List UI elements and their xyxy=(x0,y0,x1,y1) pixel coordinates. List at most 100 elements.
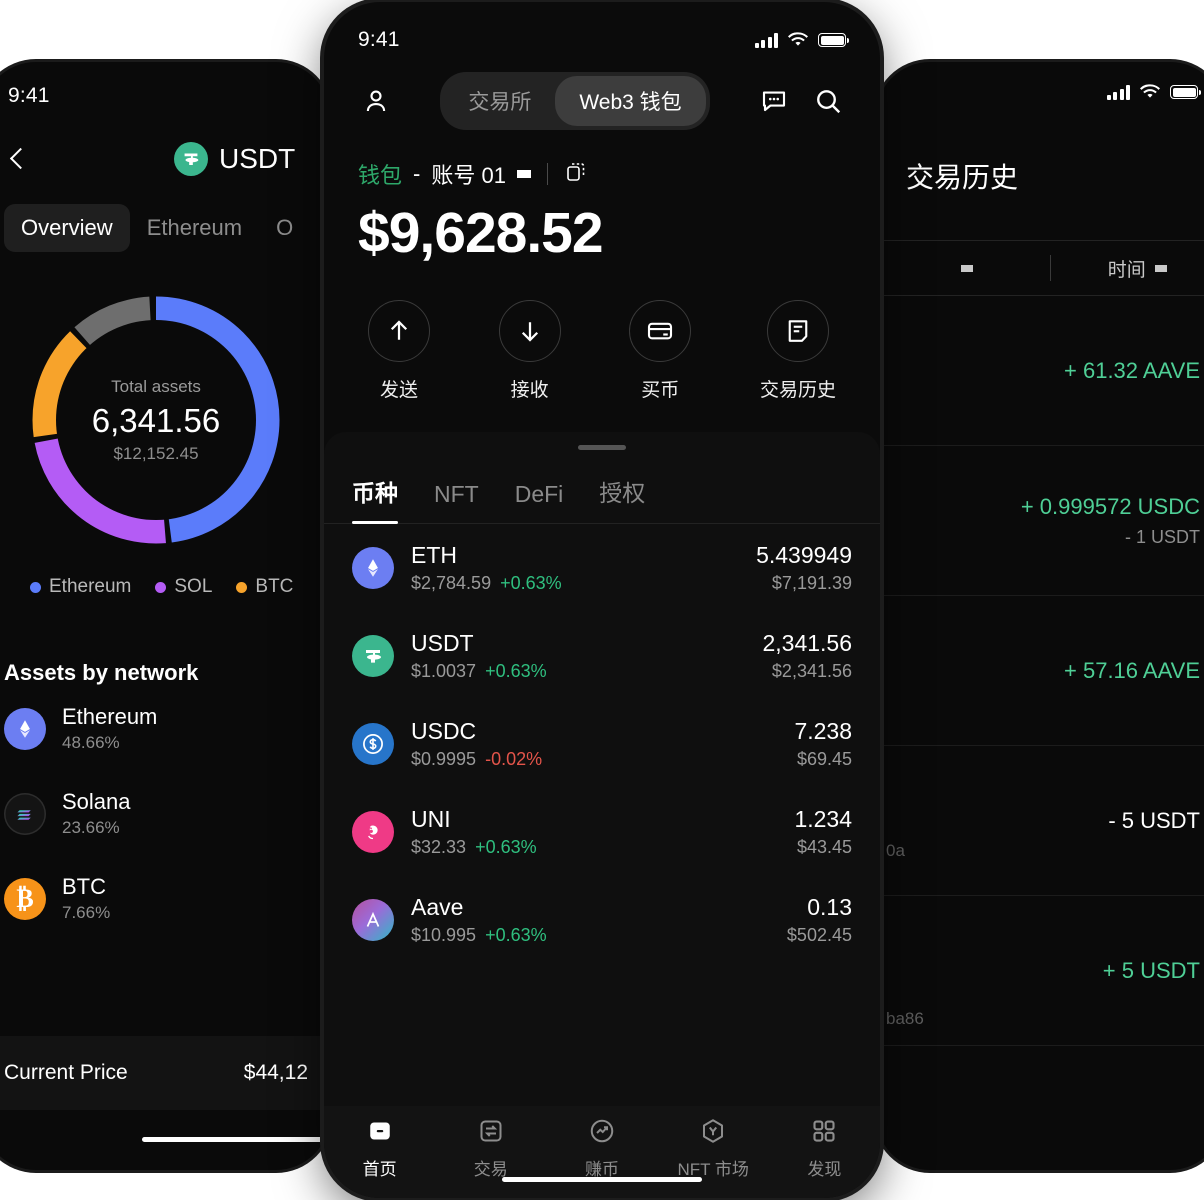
legend-item: SOL xyxy=(155,576,212,598)
tab-nft[interactable]: NFT xyxy=(434,481,479,507)
token-symbol: UNI xyxy=(411,806,451,832)
action-receive[interactable]: 接收 xyxy=(498,300,561,402)
transaction-address: ba86 xyxy=(886,1009,924,1028)
network-list-item[interactable]: ₿ BTC 7.66% xyxy=(0,856,330,941)
assets-donut-chart: Total assets 6,341.56 $12,152.45 xyxy=(26,290,286,550)
legend-swatch xyxy=(155,581,167,593)
divider xyxy=(546,163,548,185)
bottom-nav-bar: 首页 交易 赚币 xyxy=(324,1106,880,1198)
network-name: Solana xyxy=(62,789,131,814)
mode-segmented-control: 交易所 Web3 钱包 xyxy=(440,72,710,130)
network-name: BTC xyxy=(62,874,106,899)
transaction-amount: + 61.32 AAVE xyxy=(1064,357,1200,383)
network-list-item[interactable]: Ethereum 48.66% xyxy=(0,686,330,771)
donut-legend: Ethereum SOL BTC xyxy=(0,576,330,598)
wallet-actions: 发送 接收 xyxy=(324,266,880,402)
filter-time[interactable]: 时间 xyxy=(1051,255,1204,282)
token-row[interactable]: Aave $10.995 +0.63% 0.13 $502.45 xyxy=(324,876,880,964)
status-time: 9:41 xyxy=(8,84,50,107)
account-selector[interactable]: 钱包 - 账号 01 xyxy=(358,158,846,190)
transaction-row[interactable]: + 0.999572 USDC - 1 USDT xyxy=(876,446,1204,596)
donut-center-value: 6,341.56 xyxy=(91,401,221,439)
legend-swatch xyxy=(30,581,41,593)
token-change: +0.63% xyxy=(500,573,562,593)
copy-icon[interactable] xyxy=(564,160,588,189)
sheet-grabber[interactable] xyxy=(578,445,626,450)
transaction-row[interactable]: + 5 USDT ba86 xyxy=(876,896,1204,1046)
account-name: 账号 01 xyxy=(431,163,506,188)
credit-card-icon xyxy=(629,300,692,362)
network-percent: 7.66% xyxy=(62,903,111,922)
tab-tokens[interactable]: 币种 xyxy=(352,474,398,524)
wifi-icon xyxy=(1140,84,1160,98)
usdt-icon xyxy=(352,635,394,677)
right-phone: 交易历史 时间 + 61.32 AAVE + 0.999572 USDC - 1… xyxy=(876,62,1204,1170)
network-percent: 48.66% xyxy=(62,733,120,752)
token-row[interactable]: USDC $0.9995 -0.02% 7.238 $69.45 xyxy=(324,700,880,788)
token-quantity: 5.439949 xyxy=(756,542,852,568)
usdc-icon xyxy=(352,723,394,765)
filter-type[interactable] xyxy=(876,264,1050,272)
search-icon[interactable] xyxy=(808,81,848,121)
transaction-filter-bar: 时间 xyxy=(876,240,1204,296)
tab-overview[interactable]: Overview xyxy=(4,204,130,252)
token-change: +0.63% xyxy=(485,925,547,945)
chevron-left-icon[interactable] xyxy=(4,147,30,173)
token-row[interactable]: UNI $32.33 +0.63% 1.234 $43.45 xyxy=(324,788,880,876)
right-status-bar xyxy=(876,62,1204,100)
nft-market-icon xyxy=(703,1119,724,1143)
nav-label: 首页 xyxy=(362,1160,397,1179)
action-history[interactable]: 交易历史 xyxy=(760,300,836,402)
token-value: $2,341.56 xyxy=(771,661,852,681)
left-status-bar: 9:41 xyxy=(0,62,330,108)
assets-sheet: 币种 NFT DeFi 授权 ETH $2,784.59 xyxy=(324,432,880,1198)
center-status-bar: 9:41 xyxy=(324,2,880,52)
home-indicator xyxy=(142,1137,330,1142)
legend-label: SOL xyxy=(174,576,213,597)
legend-swatch xyxy=(236,581,248,593)
segment-exchange[interactable]: 交易所 xyxy=(468,91,532,114)
transaction-row[interactable]: - 5 USDT 0a xyxy=(876,746,1204,896)
token-price: $10.995 xyxy=(411,925,477,945)
token-value: $502.45 xyxy=(786,925,852,945)
token-price: $1.0037 xyxy=(411,661,477,681)
transaction-row[interactable]: + 57.16 AAVE xyxy=(876,596,1204,746)
nav-label: 交易 xyxy=(473,1160,508,1179)
nav-earn[interactable]: 赚币 xyxy=(546,1116,657,1180)
action-label: 交易历史 xyxy=(759,380,836,401)
chat-bubble-icon[interactable] xyxy=(754,81,794,121)
segment-web3-wallet[interactable]: Web3 钱包 xyxy=(555,76,706,126)
token-quantity: 2,341.56 xyxy=(762,630,852,656)
account-separator: - xyxy=(413,161,421,186)
network-list-item[interactable]: Solana 23.66% xyxy=(0,771,330,856)
swap-icon xyxy=(480,1120,502,1142)
section-title-assets-by-network: Assets by network xyxy=(4,660,199,685)
nav-nft-market[interactable]: NFT 市场 xyxy=(658,1116,769,1180)
nav-trade[interactable]: 交易 xyxy=(435,1116,546,1180)
nav-label: NFT 市场 xyxy=(677,1160,749,1179)
token-symbol: Aave xyxy=(411,894,464,920)
tab-ethereum[interactable]: Ethereum xyxy=(146,215,243,240)
current-price-value: $44,12 xyxy=(243,1061,308,1084)
network-percent: 23.66% xyxy=(62,818,120,837)
transaction-row[interactable]: + 61.32 AAVE xyxy=(876,296,1204,446)
token-value: $69.45 xyxy=(796,749,852,769)
tab-defi[interactable]: DeFi xyxy=(514,481,564,507)
arrow-up-icon xyxy=(368,300,430,362)
person-icon[interactable] xyxy=(356,81,396,121)
token-change: +0.63% xyxy=(485,661,547,681)
transaction-sub-amount: - 1 USDT xyxy=(1124,526,1200,547)
tab-approvals[interactable]: 授权 xyxy=(599,480,646,506)
token-row[interactable]: ETH $2,784.59 +0.63% 5.439949 $7,191.39 xyxy=(324,524,880,612)
donut-center-label: Total assets xyxy=(111,376,201,396)
action-buy[interactable]: 买币 xyxy=(629,300,692,402)
tab-other[interactable]: O xyxy=(276,215,294,240)
token-row[interactable]: USDT $1.0037 +0.63% 2,341.56 $2,341.56 xyxy=(324,612,880,700)
legend-item: BTC xyxy=(236,576,293,598)
nav-discover[interactable]: 发现 xyxy=(769,1116,880,1180)
action-send[interactable]: 发送 xyxy=(368,300,430,402)
nav-home[interactable]: 首页 xyxy=(324,1116,435,1180)
center-phone: 9:41 交易所 xyxy=(324,2,880,1198)
token-quantity: 0.13 xyxy=(807,894,852,920)
